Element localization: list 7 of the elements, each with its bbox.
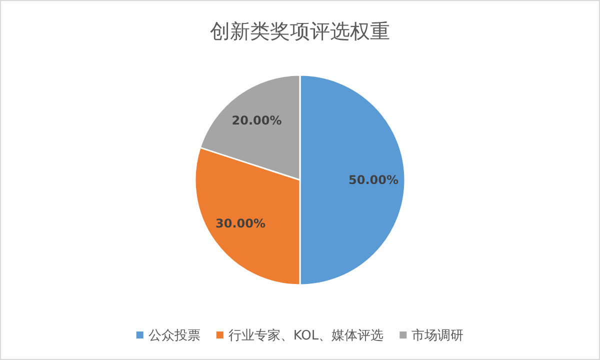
legend-label: 公众投票 xyxy=(148,328,200,344)
chart-title: 创新类奖项评选权重 xyxy=(210,19,390,43)
data-label: 20.00% xyxy=(232,114,282,128)
legend-label: 行业专家、KOL、媒体评选 xyxy=(228,328,384,344)
data-label: 30.00% xyxy=(216,216,266,230)
data-label: 50.00% xyxy=(348,173,398,188)
legend-label: 市场调研 xyxy=(412,328,464,344)
